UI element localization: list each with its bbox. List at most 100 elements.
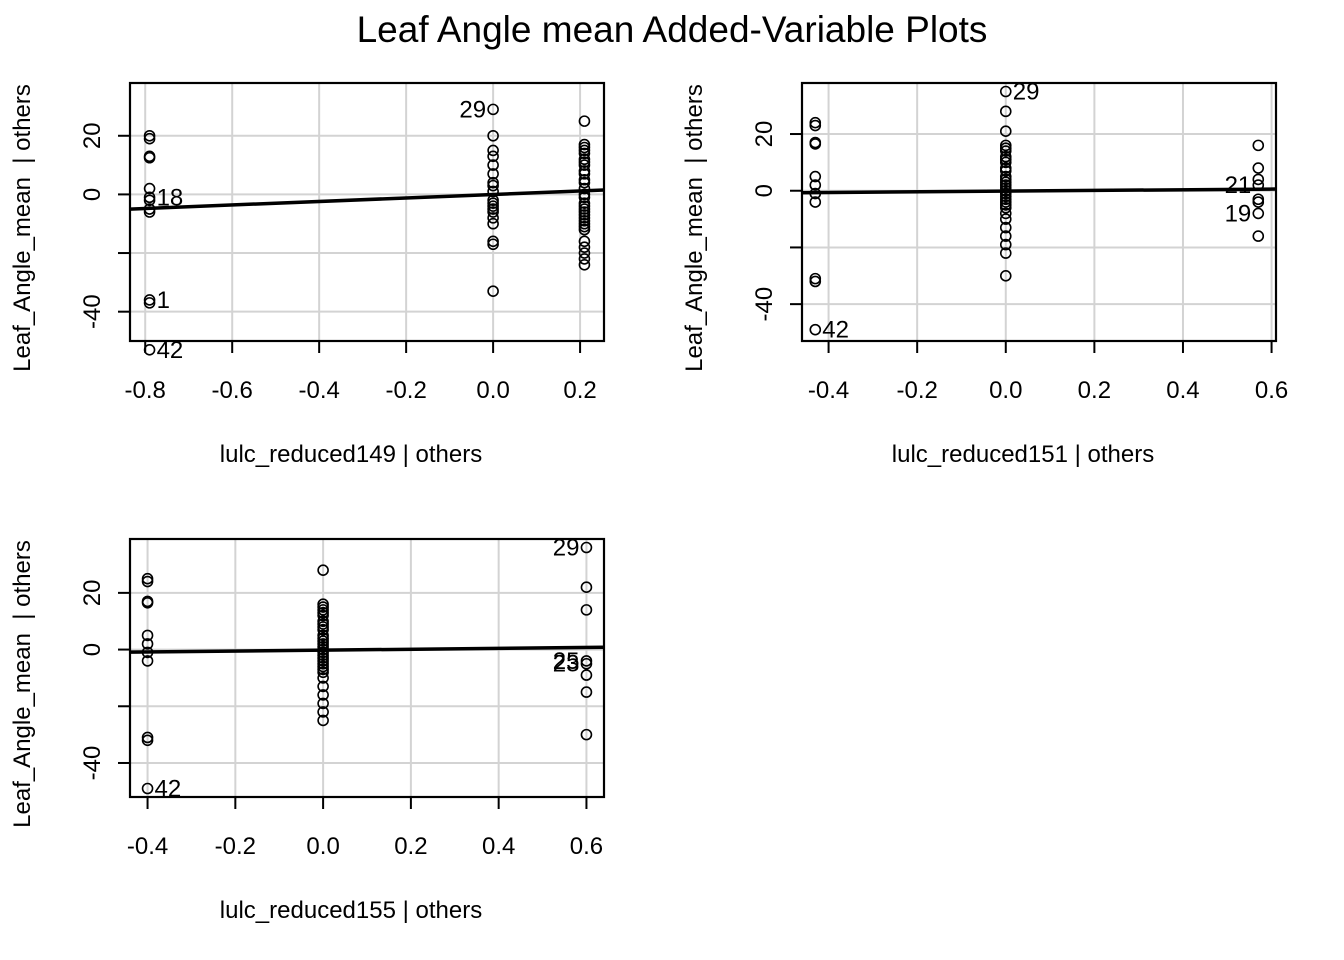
data-point: [487, 129, 499, 142]
data-point: [317, 564, 329, 576]
data-point: [317, 714, 329, 727]
data-point: [580, 604, 593, 616]
x-axis-label: lulc_reduced155 | others: [220, 897, 482, 924]
x-tick-label: 0.0: [989, 377, 1022, 404]
data-point: [809, 275, 822, 288]
data-point: [487, 285, 499, 297]
data-point: [809, 196, 822, 208]
data-point: [578, 253, 591, 265]
y-tick-label: -40: [79, 294, 106, 329]
y-tick-label: 20: [79, 580, 106, 607]
data-point: [580, 669, 593, 681]
x-tick-label: 0.6: [570, 833, 603, 860]
y-tick-label: 20: [79, 122, 106, 149]
data-point: [580, 581, 593, 593]
data-point: [141, 629, 154, 642]
data-point: [578, 147, 591, 160]
data-point: [999, 85, 1012, 98]
data-point: [143, 297, 156, 309]
data-point: [143, 182, 156, 195]
x-tick-label: 0.0: [476, 377, 509, 404]
data-point: [487, 179, 499, 192]
data-point: [487, 103, 499, 116]
figure-title: Leaf Angle mean Added-Variable Plots: [357, 9, 988, 50]
data-point: [1252, 162, 1265, 174]
data-point: [487, 185, 499, 198]
data-point: [141, 655, 154, 667]
plot-frame: [800, 81, 1278, 343]
data-point: [578, 115, 591, 127]
y-axis-label: Leaf_Angle_mean | others: [9, 84, 36, 372]
point-label: 1: [157, 287, 170, 314]
data-point: [1252, 196, 1265, 208]
data-point: [999, 221, 1012, 234]
x-tick-label: -0.2: [385, 377, 426, 404]
point-label: 42: [822, 317, 849, 344]
data-point: [141, 596, 154, 609]
plot-frame: [128, 81, 606, 343]
data-point: [317, 609, 329, 622]
point-label: 21: [1225, 172, 1252, 199]
data-point: [487, 206, 499, 218]
data-point: [580, 657, 593, 670]
data-point: [580, 728, 593, 741]
point-label: 23: [553, 651, 580, 678]
data-point: [487, 212, 499, 224]
data-point: [1252, 139, 1265, 152]
data-point: [143, 194, 156, 207]
x-tick-label: 0.4: [482, 833, 515, 860]
data-point: [578, 176, 591, 189]
data-point: [487, 144, 499, 157]
data-point: [809, 119, 822, 132]
data-point: [487, 238, 499, 251]
x-tick-label: -0.4: [127, 833, 168, 860]
data-point: [317, 689, 329, 701]
x-tick-label: 0.2: [563, 377, 596, 404]
data-point: [487, 150, 499, 163]
data-point: [317, 623, 329, 636]
x-tick-label: -0.2: [215, 833, 256, 860]
regression-line: [130, 645, 604, 654]
data-point: [999, 269, 1012, 282]
data-point: [1252, 207, 1265, 220]
data-point: [999, 207, 1012, 220]
data-point: [317, 666, 329, 679]
data-point: [141, 575, 154, 588]
data-point: [487, 217, 499, 230]
data-point: [317, 706, 329, 718]
data-point: [578, 182, 591, 195]
data-point: [141, 734, 154, 747]
data-point: [578, 258, 591, 271]
x-tick-label: -0.6: [212, 377, 253, 404]
point-label: 42: [155, 775, 182, 802]
data-point: [1252, 230, 1265, 242]
data-point: [578, 168, 591, 180]
data-point: [487, 197, 499, 210]
regression-line: [802, 187, 1276, 195]
data-point: [578, 235, 591, 248]
x-tick-label: -0.4: [808, 377, 849, 404]
y-tick-label: -40: [751, 287, 778, 322]
data-point: [809, 323, 822, 336]
y-tick-label: 0: [79, 643, 106, 656]
data-point: [580, 541, 593, 554]
data-point: [999, 165, 1012, 177]
data-point: [809, 138, 822, 150]
data-point: [580, 686, 593, 698]
data-point: [317, 697, 329, 710]
data-point: [578, 247, 591, 259]
x-tick-label: -0.2: [896, 377, 937, 404]
data-point: [809, 170, 822, 183]
data-point: [578, 159, 591, 171]
x-axis-label: lulc_reduced149 | others: [220, 441, 482, 468]
regression-line: [130, 188, 604, 211]
data-point: [1252, 173, 1265, 186]
y-axis-label: Leaf_Angle_mean | others: [681, 84, 708, 372]
x-tick-label: 0.2: [394, 833, 427, 860]
point-label: 19: [1225, 200, 1252, 227]
x-tick-label: 0.0: [306, 833, 339, 860]
data-point: [999, 156, 1012, 169]
plot-frame: [128, 537, 606, 799]
